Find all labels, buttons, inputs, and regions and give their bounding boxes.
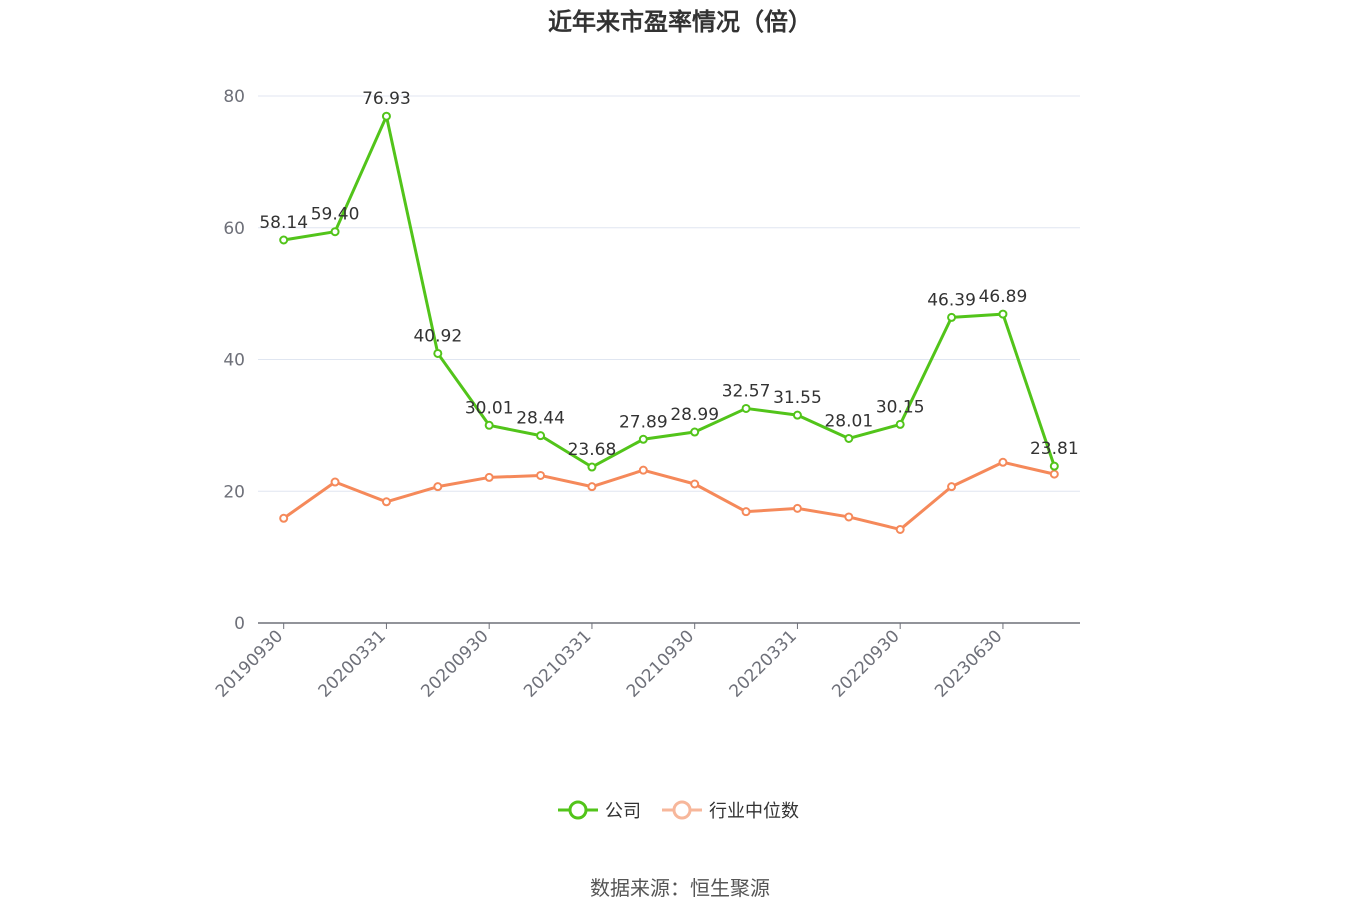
data-point [433, 348, 443, 358]
x-tick-label: 20190930 [212, 626, 287, 701]
data-label: 27.89 [619, 412, 668, 432]
data-label: 28.99 [670, 405, 719, 425]
data-point [638, 465, 648, 475]
legend-marker [568, 800, 588, 820]
data-point [792, 410, 802, 420]
legend: 公司 行业中位数 [558, 800, 799, 822]
data-point [330, 477, 340, 487]
data-point [792, 503, 802, 513]
source-note: 数据来源：恒生聚源 [590, 876, 770, 900]
data-point [330, 227, 340, 237]
y-tick-label: 20 [223, 482, 245, 502]
data-point [690, 427, 700, 437]
data-label: 59.40 [311, 205, 360, 225]
data-point [484, 420, 494, 430]
legend-marker [672, 800, 692, 820]
y-tick-label: 80 [223, 87, 245, 107]
data-label: 46.89 [979, 287, 1028, 307]
y-axis: 0 20 40 60 80 [223, 87, 245, 634]
grid [258, 95, 1080, 492]
legend-item: 行业中位数 [662, 800, 799, 822]
series-lines [279, 111, 1059, 534]
x-tick-label: 20210930 [623, 626, 698, 701]
data-point [741, 403, 751, 413]
data-point [844, 433, 854, 443]
data-point [381, 111, 391, 121]
data-label: 28.01 [824, 411, 873, 431]
y-tick-label: 40 [223, 351, 245, 371]
series-line [282, 460, 1055, 531]
data-label: 30.01 [465, 398, 514, 418]
data-point [433, 482, 443, 492]
data-point [638, 434, 648, 444]
x-tick-label: 20220930 [828, 626, 903, 701]
data-point [690, 479, 700, 489]
x-tick-label: 20200930 [417, 626, 492, 701]
data-label: 76.93 [362, 89, 411, 109]
data-point [536, 431, 546, 441]
data-label: 23.81 [1030, 439, 1079, 459]
data-point [998, 457, 1008, 467]
series-line [283, 114, 1056, 469]
y-tick-label: 60 [223, 219, 245, 239]
data-point [1049, 469, 1059, 479]
data-label: 32.57 [722, 381, 771, 401]
data-point [947, 312, 957, 322]
x-tick-label: 20210331 [520, 626, 595, 701]
data-labels: 58.14 59.40 76.93 40.92 30.0128.4423.6827.89… [259, 89, 1078, 460]
x-tick-label: 20200331 [315, 626, 390, 701]
chart-title: 近年来市盈率情况（倍） [548, 8, 812, 36]
x-tick-label: 20220331 [726, 626, 801, 701]
data-point [947, 482, 957, 492]
data-point [587, 482, 597, 492]
legend-item: 公司 [558, 800, 641, 822]
data-point [381, 497, 391, 507]
data-point [536, 470, 546, 480]
data-point [895, 419, 905, 429]
data-point [741, 507, 751, 517]
data-point [484, 472, 494, 482]
data-label: 58.14 [259, 213, 308, 233]
data-point [587, 462, 597, 472]
y-tick-label: 0 [234, 614, 245, 634]
data-point [844, 512, 854, 522]
data-label: 40.92 [413, 326, 462, 346]
data-label: 31.55 [773, 388, 822, 408]
data-point [279, 235, 289, 245]
x-axis: 20190930 20200331 20200930 20210331 20210930… [212, 622, 1080, 702]
data-point [998, 309, 1008, 319]
legend-label: 行业中位数 [709, 801, 799, 822]
x-tick-label: 20230630 [931, 626, 1006, 701]
legend-label: 公司 [605, 801, 641, 822]
data-point [895, 524, 905, 534]
data-label: 46.39 [927, 290, 976, 310]
data-label: 28.44 [516, 409, 565, 429]
data-label: 30.15 [876, 397, 925, 417]
data-point [1049, 461, 1059, 471]
data-point [279, 513, 289, 523]
data-label: 23.68 [568, 440, 617, 460]
